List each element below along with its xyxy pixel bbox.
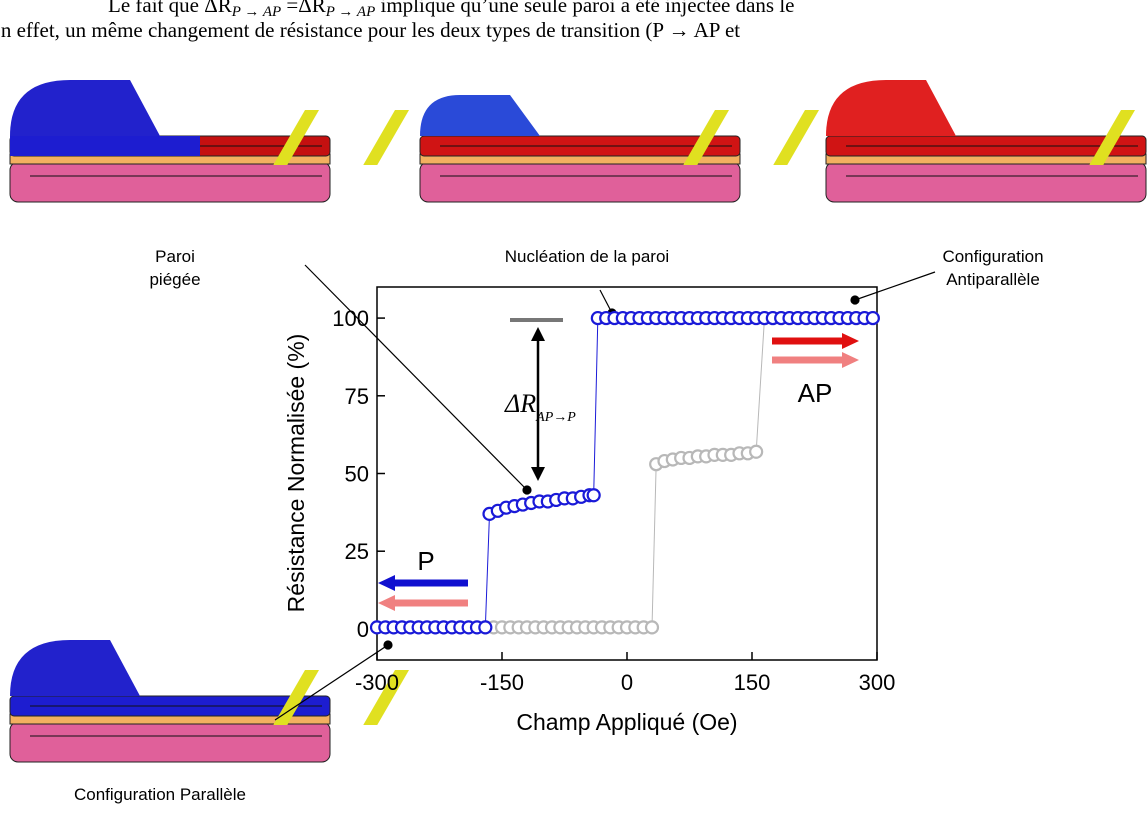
- doc-segment: P → AP: [325, 4, 375, 20]
- x-tick-label: 0: [621, 670, 633, 695]
- doc-segment: implique qu’une seule paroi a été inject…: [375, 0, 794, 17]
- doc-segment: Le fait que ΔR: [108, 0, 232, 17]
- y-axis-label: Résistance Normalisée (%): [283, 334, 309, 613]
- point: [749, 444, 764, 459]
- x-tick-label: 300: [859, 670, 896, 695]
- annotation: piégée: [149, 270, 200, 289]
- point: [478, 620, 493, 635]
- series-line: [485, 317, 873, 628]
- device-nucleation: [419, 95, 820, 203]
- device-antiparallel: [825, 80, 1148, 203]
- delta-sub: AP→P: [535, 410, 576, 425]
- y-tick-label: 50: [345, 462, 369, 487]
- annotation: Configuration: [942, 247, 1043, 266]
- doc-line: Le fait que ΔRP → AP =ΔRP → AP implique …: [108, 0, 795, 20]
- delta-main: ΔR: [504, 389, 536, 418]
- device-trapped: [9, 80, 410, 203]
- annotation: Configuration Parallèle: [74, 785, 246, 804]
- delta-marker: [510, 318, 563, 481]
- point: [644, 620, 660, 635]
- doc-segment: En effet, un même changement de résistan…: [0, 18, 740, 42]
- y-tick-label: 100: [332, 306, 369, 331]
- field-arrows: [378, 333, 859, 611]
- callouts: [274, 264, 936, 721]
- x-tick-label: -150: [480, 670, 524, 695]
- x-axis-label: Champ Appliqué (Oe): [516, 709, 737, 735]
- y-tick-label: 75: [345, 384, 369, 409]
- annotation: AP: [798, 378, 833, 408]
- annotation: Nucléation de la paroi: [505, 247, 669, 266]
- device-parallel: [9, 640, 410, 763]
- doc-segment: =ΔR: [281, 0, 326, 17]
- x-tick-label: 150: [734, 670, 771, 695]
- y-tick-label: 25: [345, 539, 369, 564]
- point: [586, 488, 601, 503]
- delta-label: ΔRAP→P: [504, 389, 576, 425]
- annotation: Antiparallèle: [946, 270, 1040, 289]
- annotation: Paroi: [155, 247, 195, 266]
- annotation: P: [417, 546, 434, 576]
- y-tick-label: 0: [357, 617, 369, 642]
- doc-line: En effet, un même changement de résistan…: [0, 18, 740, 42]
- doc-segment: P → AP: [231, 4, 281, 20]
- x-tick-label: -300: [355, 670, 399, 695]
- point: [865, 310, 880, 326]
